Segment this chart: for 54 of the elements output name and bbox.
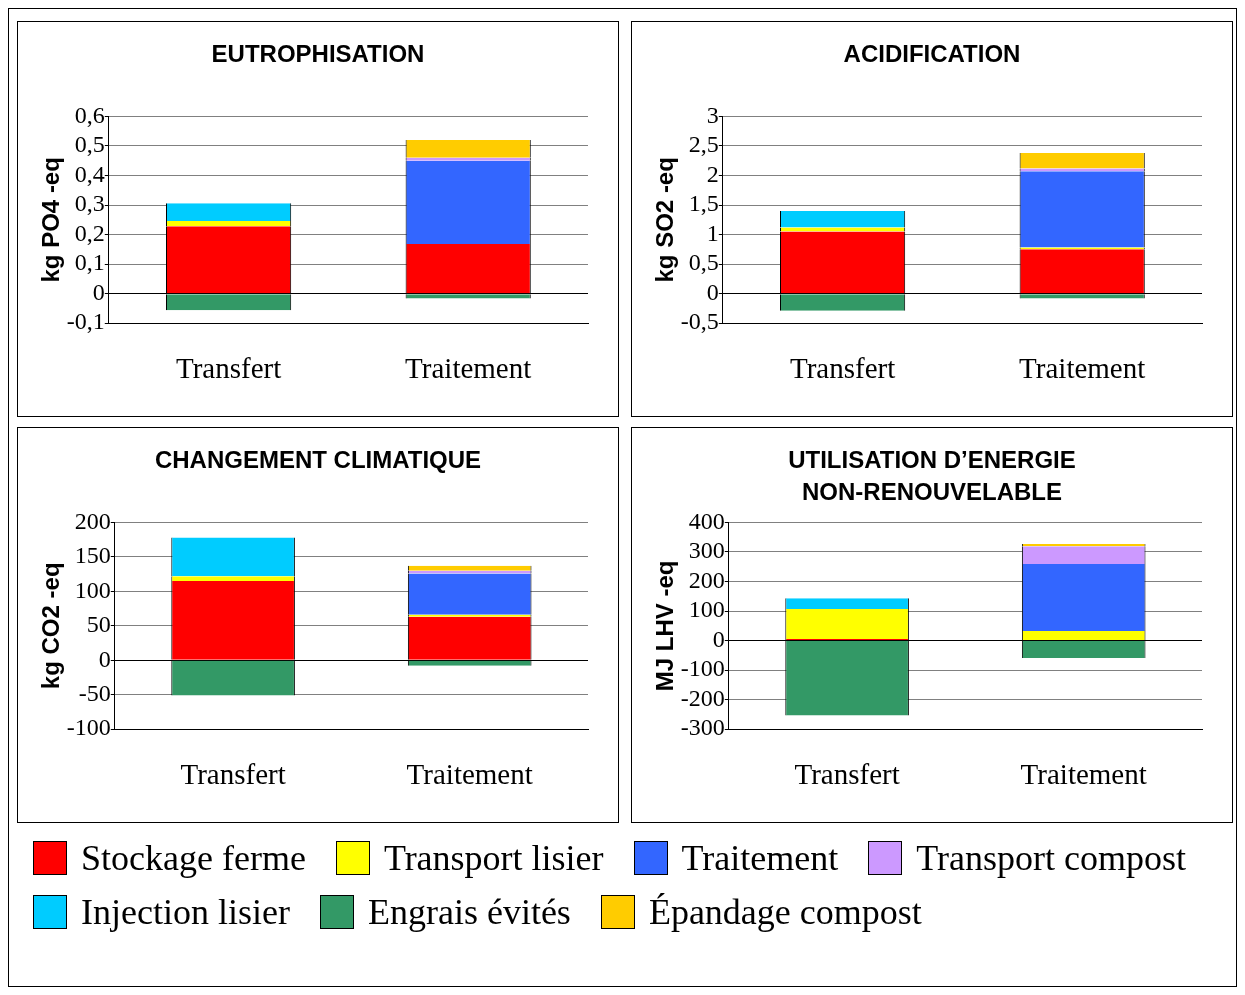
y-tick-label: 400 [688,507,725,534]
y-tick-label: 100 [74,576,111,603]
y-tick-label: 0 [92,278,105,305]
y-tick-label: 1 [706,219,719,246]
x-tick-label: Traitement [405,352,532,385]
y-tick-label: 2,5 [688,131,719,158]
y-tick-label: -0,1 [66,308,105,335]
x-tick-label: Traitement [406,758,533,791]
y-tick-label: -0,5 [680,308,719,335]
legend-label: Transport lisier [383,837,604,879]
x-tick-label: Transfert [794,758,900,791]
y-tick-label: 50 [86,611,111,638]
y-tick-label: 0 [98,645,111,672]
chart-title: CHANGEMENT CLIMATIQUE [153,445,483,475]
legend-label: Traitement [681,837,839,879]
y-tick-label: 0,5 [74,131,105,158]
y-tick-label: 1,5 [688,190,719,217]
y-tick-label: -100 [66,714,111,741]
y-tick-label: 0,2 [74,219,105,246]
legend-label: Engrais évités [367,891,571,933]
y-tick-label: 0,4 [74,160,105,187]
x-tick-label: Traitement [1020,758,1147,791]
x-tick-label: Traitement [1019,352,1146,385]
chart-title: ACIDIFICATION [842,39,1022,69]
y-tick-label: 0,3 [74,190,105,217]
y-tick-label: -200 [680,684,725,711]
x-tick-label: Transfert [180,758,286,791]
y-axis-title: kg SO2 -eq [651,157,679,283]
legend-label: Transport compost [916,837,1186,879]
y-tick-label: 300 [688,537,725,564]
x-tick-label: Transfert [789,352,896,385]
y-tick-label: -50 [78,680,111,707]
y-axis-title: kg CO2 -eq [37,562,65,690]
y-tick-label: 0,5 [688,249,719,276]
legend-label: Épandage compost [648,891,922,933]
chart-title: EUTROPHISATION [210,39,426,69]
chart-title: UTILISATION D’ENERGIE NON-RENOUVELABLE [787,445,1077,507]
y-tick-label: -300 [680,714,725,741]
y-tick-label: 150 [74,542,111,569]
legend-label: Injection lisier [81,891,290,933]
y-tick-label: 0,6 [74,101,105,128]
x-tick-label: Transfert [175,352,282,385]
y-tick-label: 0 [712,625,725,652]
y-tick-label: 2 [706,160,719,187]
legend-label: Stockage ferme [81,837,306,879]
y-axis-title: kg PO4 -eq [37,157,65,283]
y-tick-label: 0,1 [74,249,105,276]
y-tick-label: -100 [680,655,725,682]
y-tick-label: 100 [688,596,725,623]
y-tick-label: 0 [706,278,719,305]
y-tick-label: 200 [74,507,111,534]
y-axis-title: MJ LHV -eq [651,560,679,692]
y-tick-label: 200 [688,566,725,593]
y-tick-label: 3 [706,101,719,128]
